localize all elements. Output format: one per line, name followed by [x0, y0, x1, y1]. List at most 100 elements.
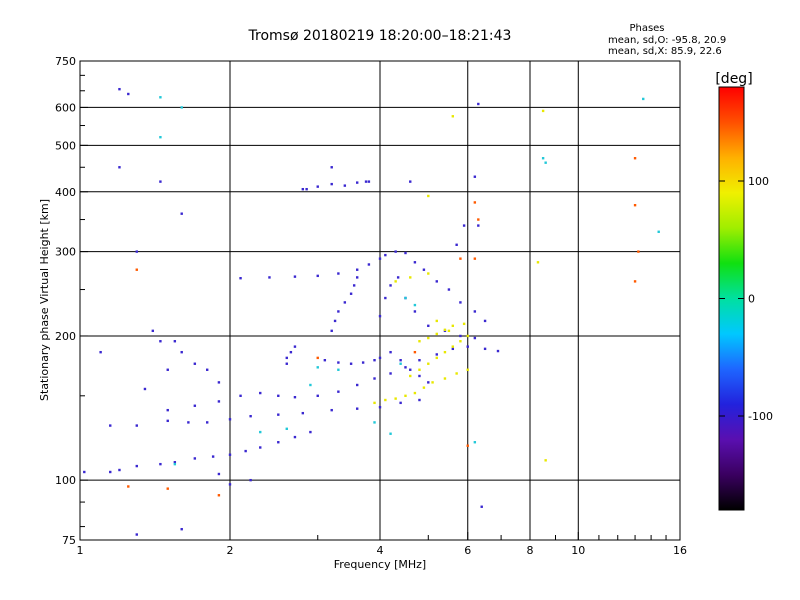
colorbar-ticks: 100 0 -100	[719, 175, 773, 423]
data-point	[305, 187, 308, 191]
data-point	[349, 362, 353, 365]
data-point	[193, 457, 197, 460]
data-point	[455, 372, 458, 375]
data-point	[427, 324, 430, 328]
colorbar-label: [deg]	[715, 71, 752, 87]
data-point	[316, 185, 319, 188]
data-point	[477, 218, 480, 221]
data-point	[394, 397, 397, 400]
data-point	[159, 96, 162, 99]
data-point	[409, 276, 412, 279]
x-axis-ticks: 1 2 4 6 8 10 16	[77, 532, 687, 557]
data-point	[109, 470, 112, 474]
data-point	[135, 464, 138, 468]
data-point	[404, 394, 407, 398]
data-point	[378, 406, 382, 409]
chart-title: Tromsø 20180219 18:20:00–18:21:43	[248, 28, 512, 44]
data-point	[193, 362, 197, 365]
data-point	[633, 157, 637, 160]
data-point	[316, 274, 319, 278]
data-point	[355, 181, 359, 184]
data-point	[373, 377, 376, 380]
data-point	[337, 361, 340, 364]
data-point	[293, 395, 297, 399]
data-point	[443, 350, 447, 354]
data-point	[642, 97, 645, 101]
data-point	[293, 435, 297, 439]
y-tick-label: 300	[55, 246, 76, 259]
data-point	[166, 419, 169, 423]
data-point	[633, 203, 637, 207]
data-point	[427, 381, 430, 384]
data-point	[451, 345, 455, 348]
data-point	[337, 272, 340, 275]
data-point	[451, 324, 455, 328]
plot-grid	[80, 61, 680, 540]
data-point	[447, 288, 451, 291]
data-point	[217, 494, 221, 497]
data-point	[389, 284, 392, 287]
data-point	[399, 359, 402, 362]
data-point	[217, 400, 221, 403]
data-point	[435, 356, 438, 360]
data-point	[343, 301, 347, 304]
x-tick-label: 6	[464, 544, 471, 557]
data-point	[118, 166, 121, 169]
data-point	[118, 87, 121, 91]
data-point	[293, 275, 297, 278]
data-point	[293, 345, 297, 348]
data-point	[228, 483, 232, 486]
data-point	[228, 418, 232, 421]
data-point	[337, 368, 340, 371]
data-point	[404, 366, 407, 369]
data-point	[451, 347, 455, 351]
data-point	[277, 441, 280, 444]
data-point	[135, 533, 138, 536]
data-point	[343, 184, 347, 187]
data-point	[431, 381, 434, 384]
data-point	[173, 340, 177, 343]
data-point	[384, 296, 387, 300]
data-point	[330, 166, 333, 169]
data-point	[422, 386, 426, 389]
data-point	[413, 350, 417, 354]
data-point	[352, 284, 356, 287]
y-axis-label: Stationary phase Virtual Height [km]	[38, 199, 51, 401]
data-point	[413, 391, 417, 395]
data-point	[373, 421, 376, 424]
y-tick-label: 400	[55, 186, 76, 199]
data-point	[118, 468, 121, 472]
data-point	[451, 115, 455, 118]
data-point	[259, 391, 262, 395]
data-point	[389, 432, 392, 435]
data-point	[473, 257, 477, 260]
data-point	[316, 394, 319, 398]
colorbar-tick-label: 100	[748, 175, 769, 188]
data-point	[427, 336, 430, 340]
x-tick-label: 10	[571, 544, 585, 557]
data-point	[435, 353, 438, 356]
data-point	[135, 268, 138, 271]
data-point	[418, 340, 421, 343]
data-point	[483, 347, 487, 351]
data-point	[394, 280, 397, 283]
data-point	[330, 329, 333, 333]
data-point	[355, 276, 359, 279]
data-point	[180, 106, 183, 109]
data-point	[473, 336, 477, 340]
data-point	[159, 462, 162, 466]
data-point	[657, 230, 660, 233]
data-points	[83, 87, 660, 536]
data-point	[404, 251, 407, 255]
data-point	[180, 350, 183, 354]
data-point	[99, 350, 102, 354]
y-tick-label: 75	[62, 534, 76, 547]
data-point	[544, 459, 547, 462]
data-point	[239, 277, 242, 280]
data-point	[330, 408, 333, 412]
data-point	[239, 394, 242, 398]
data-point	[496, 349, 500, 353]
data-point	[217, 381, 221, 384]
data-point	[541, 157, 545, 160]
